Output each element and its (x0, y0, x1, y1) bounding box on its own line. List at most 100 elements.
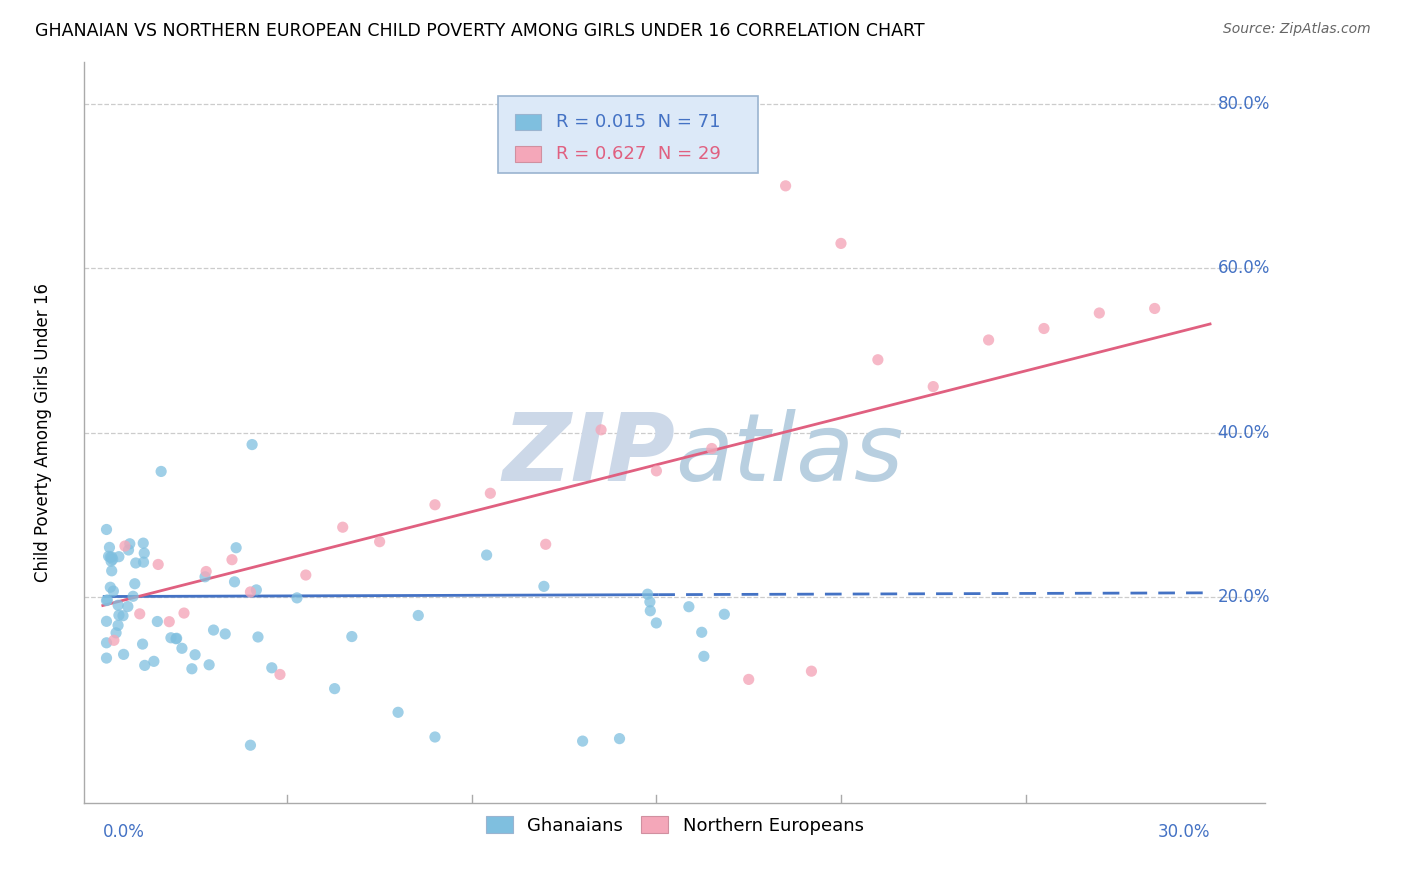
Point (160, 631, 183, 645)
Text: 80.0%: 80.0% (1218, 95, 1270, 112)
Point (1143, 301, 1166, 316)
Point (107, 598, 129, 612)
Point (131, 637, 153, 651)
Point (108, 549, 131, 564)
Point (100, 554, 122, 568)
Point (423, 498, 446, 512)
Point (148, 558, 170, 572)
FancyBboxPatch shape (516, 114, 541, 130)
Point (533, 579, 555, 593)
Point (340, 630, 363, 644)
Point (693, 649, 716, 664)
Point (638, 595, 661, 609)
Point (221, 552, 243, 566)
Point (132, 536, 155, 550)
Point (332, 520, 354, 534)
Text: 60.0%: 60.0% (1218, 259, 1270, 277)
Text: R = 0.015  N = 71: R = 0.015 N = 71 (555, 113, 720, 131)
Point (117, 543, 139, 558)
Text: Child Poverty Among Girls Under 16: Child Poverty Among Girls Under 16 (34, 283, 52, 582)
Point (124, 576, 146, 591)
Point (800, 664, 823, 678)
Point (591, 423, 613, 437)
Point (775, 178, 797, 193)
Point (96, 523, 118, 537)
Point (645, 464, 668, 478)
Point (128, 607, 150, 621)
Point (96, 615, 118, 629)
Point (170, 641, 193, 656)
Point (134, 658, 156, 673)
Point (96, 593, 118, 607)
Point (105, 625, 128, 640)
Point (534, 537, 557, 551)
Point (1088, 306, 1111, 320)
Point (150, 465, 173, 479)
Text: Source: ZipAtlas.com: Source: ZipAtlas.com (1223, 22, 1371, 37)
Point (269, 667, 291, 681)
Point (198, 657, 221, 672)
Point (245, 582, 267, 597)
Point (107, 618, 129, 632)
Point (571, 734, 593, 748)
Point (368, 534, 391, 549)
FancyBboxPatch shape (516, 146, 541, 162)
Point (640, 604, 662, 618)
Point (713, 607, 735, 622)
Point (225, 541, 247, 555)
Point (285, 591, 308, 605)
Point (738, 673, 761, 687)
Point (637, 587, 659, 601)
Point (224, 574, 246, 589)
Point (830, 236, 852, 251)
Point (246, 630, 269, 644)
Point (122, 589, 145, 603)
Text: R = 0.627  N = 29: R = 0.627 N = 29 (555, 145, 720, 163)
Point (700, 442, 723, 456)
Point (214, 627, 236, 641)
Text: 20.0%: 20.0% (1218, 588, 1270, 607)
Text: 40.0%: 40.0% (1218, 424, 1270, 442)
Point (97, 549, 120, 564)
Point (475, 548, 498, 562)
Point (134, 546, 156, 560)
Point (146, 615, 169, 629)
Point (690, 625, 713, 640)
Point (101, 549, 124, 564)
Point (194, 570, 217, 584)
Point (98, 580, 121, 594)
Point (1033, 321, 1056, 335)
Point (239, 738, 262, 752)
Point (112, 648, 135, 662)
Point (423, 730, 446, 744)
Point (260, 661, 283, 675)
Text: 30.0%: 30.0% (1157, 823, 1211, 841)
Text: 0.0%: 0.0% (103, 823, 145, 841)
Point (173, 606, 195, 620)
Point (323, 681, 346, 696)
Point (103, 584, 125, 599)
Point (125, 556, 148, 570)
Point (108, 608, 131, 623)
Point (678, 599, 700, 614)
Point (240, 437, 263, 451)
Point (977, 333, 1000, 347)
Point (117, 599, 139, 614)
Point (96, 636, 118, 650)
Point (202, 623, 225, 637)
Point (96, 651, 118, 665)
Point (96, 593, 118, 607)
Point (100, 564, 122, 578)
Point (387, 706, 409, 720)
Point (180, 662, 202, 676)
FancyBboxPatch shape (498, 95, 758, 173)
Point (98, 550, 121, 565)
Text: ZIP: ZIP (502, 409, 675, 500)
Point (111, 608, 134, 623)
Point (645, 615, 668, 630)
Point (166, 632, 188, 646)
Text: GHANAIAN VS NORTHERN EUROPEAN CHILD POVERTY AMONG GIRLS UNDER 16 CORRELATION CHA: GHANAIAN VS NORTHERN EUROPEAN CHILD POVE… (35, 22, 925, 40)
Legend: Ghanaians, Northern Europeans: Ghanaians, Northern Europeans (478, 809, 872, 842)
Point (98, 541, 121, 555)
Text: atlas: atlas (675, 409, 903, 500)
